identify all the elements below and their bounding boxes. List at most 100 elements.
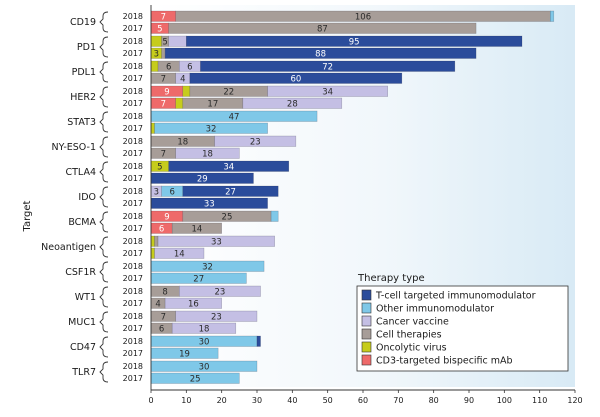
data-label: 14 <box>174 249 185 259</box>
target-bracket <box>99 211 109 233</box>
data-label: 9 <box>164 87 169 97</box>
y-axis-title: Target <box>22 200 33 232</box>
bar-segment <box>161 47 166 59</box>
target-label: PDL1 <box>72 67 96 78</box>
bar-segment <box>171 222 222 234</box>
year-label: 2018 <box>123 362 143 371</box>
bar-segment <box>150 235 155 247</box>
data-label: 8 <box>162 287 167 297</box>
year-label: 2017 <box>123 324 143 333</box>
data-label: 18 <box>199 324 210 334</box>
data-label: 19 <box>179 349 190 359</box>
data-label: 33 <box>204 199 215 209</box>
data-label: 7 <box>161 149 166 159</box>
legend-swatch <box>361 302 372 314</box>
legend-label: Oncolytic virus <box>376 343 447 354</box>
data-label: 34 <box>223 162 234 172</box>
data-label: 106 <box>355 12 371 22</box>
target-label: CSF1R <box>65 267 96 278</box>
bar-segment <box>270 210 279 222</box>
target-label: STAT3 <box>67 117 96 128</box>
bar-segment <box>214 135 297 147</box>
bar-segment <box>154 247 205 259</box>
bar-segment <box>256 335 261 347</box>
target-label: HER2 <box>70 92 96 103</box>
year-label: 2018 <box>123 37 143 46</box>
x-tick-label: 40 <box>287 396 297 405</box>
data-label: 95 <box>349 37 360 47</box>
data-label: 5 <box>157 162 162 172</box>
target-bracket <box>99 86 109 108</box>
data-label: 27 <box>193 274 204 284</box>
bar-segment <box>175 310 258 322</box>
bar-segment <box>175 97 184 109</box>
target-bracket <box>99 161 109 183</box>
bar-segment <box>168 22 477 34</box>
bar-segment <box>168 160 290 172</box>
data-label: 6 <box>159 224 164 234</box>
target-label: Neoantigen <box>41 242 96 253</box>
target-label: MUC1 <box>68 317 96 328</box>
data-label: 27 <box>225 187 236 197</box>
data-label: 88 <box>315 49 326 59</box>
data-label: 17 <box>207 99 218 109</box>
data-label: 7 <box>161 99 166 109</box>
year-label: 2017 <box>123 124 143 133</box>
data-label: 25 <box>222 212 233 222</box>
target-bracket <box>99 261 109 283</box>
data-label: 6 <box>166 62 171 72</box>
data-label: 16 <box>188 299 199 309</box>
data-label: 6 <box>159 324 164 334</box>
data-label: 6 <box>187 62 192 72</box>
data-label: 25 <box>190 374 201 384</box>
data-label: 5 <box>162 37 167 47</box>
bar-segment <box>154 122 268 134</box>
year-label: 2018 <box>123 62 143 71</box>
year-label: 2018 <box>123 262 143 271</box>
bar-segment <box>182 85 191 97</box>
target-bracket <box>99 186 109 208</box>
legend-swatch <box>361 315 372 327</box>
x-tick-label: 20 <box>217 396 227 405</box>
bar-segment <box>267 85 388 97</box>
data-label: 47 <box>229 112 240 122</box>
target-bracket <box>99 111 109 133</box>
data-label: 7 <box>161 312 166 322</box>
bar-segment <box>242 97 343 109</box>
year-label: 2017 <box>123 174 143 183</box>
target-bracket <box>99 286 109 308</box>
x-tick-label: 30 <box>252 396 262 405</box>
year-label: 2017 <box>123 374 143 383</box>
data-label: 5 <box>157 24 162 34</box>
data-label: 23 <box>250 137 261 147</box>
year-label: 2018 <box>123 337 143 346</box>
legend-swatch <box>361 328 372 340</box>
target-bracket <box>99 136 109 158</box>
data-label: 4 <box>155 299 160 309</box>
legend-swatch <box>361 341 372 353</box>
bar-segment <box>157 235 275 247</box>
year-label: 2017 <box>123 224 143 233</box>
legend: Therapy type T-cell targeted immunomodul… <box>356 273 569 372</box>
bar-segment <box>150 122 155 134</box>
x-tick-label: 120 <box>567 396 582 405</box>
data-label: 23 <box>214 287 225 297</box>
data-label: 18 <box>177 137 188 147</box>
target-bracket <box>99 336 109 358</box>
legend-label: T-cell targeted immunomodulator <box>375 291 536 302</box>
data-label: 72 <box>322 62 333 72</box>
x-tick-label: 60 <box>358 396 368 405</box>
data-label: 23 <box>211 312 222 322</box>
bar-segment <box>175 147 240 159</box>
legend-label: Cell therapies <box>376 330 442 341</box>
year-label: 2018 <box>123 287 143 296</box>
year-label: 2018 <box>123 112 143 121</box>
year-label: 2017 <box>123 249 143 258</box>
data-label: 87 <box>317 24 328 34</box>
bar-segment <box>164 47 477 59</box>
year-label: 2017 <box>123 99 143 108</box>
data-label: 34 <box>322 87 333 97</box>
bar-segment <box>150 35 162 47</box>
data-label: 32 <box>206 124 217 134</box>
legend-label: Cancer vaccine <box>376 317 449 328</box>
